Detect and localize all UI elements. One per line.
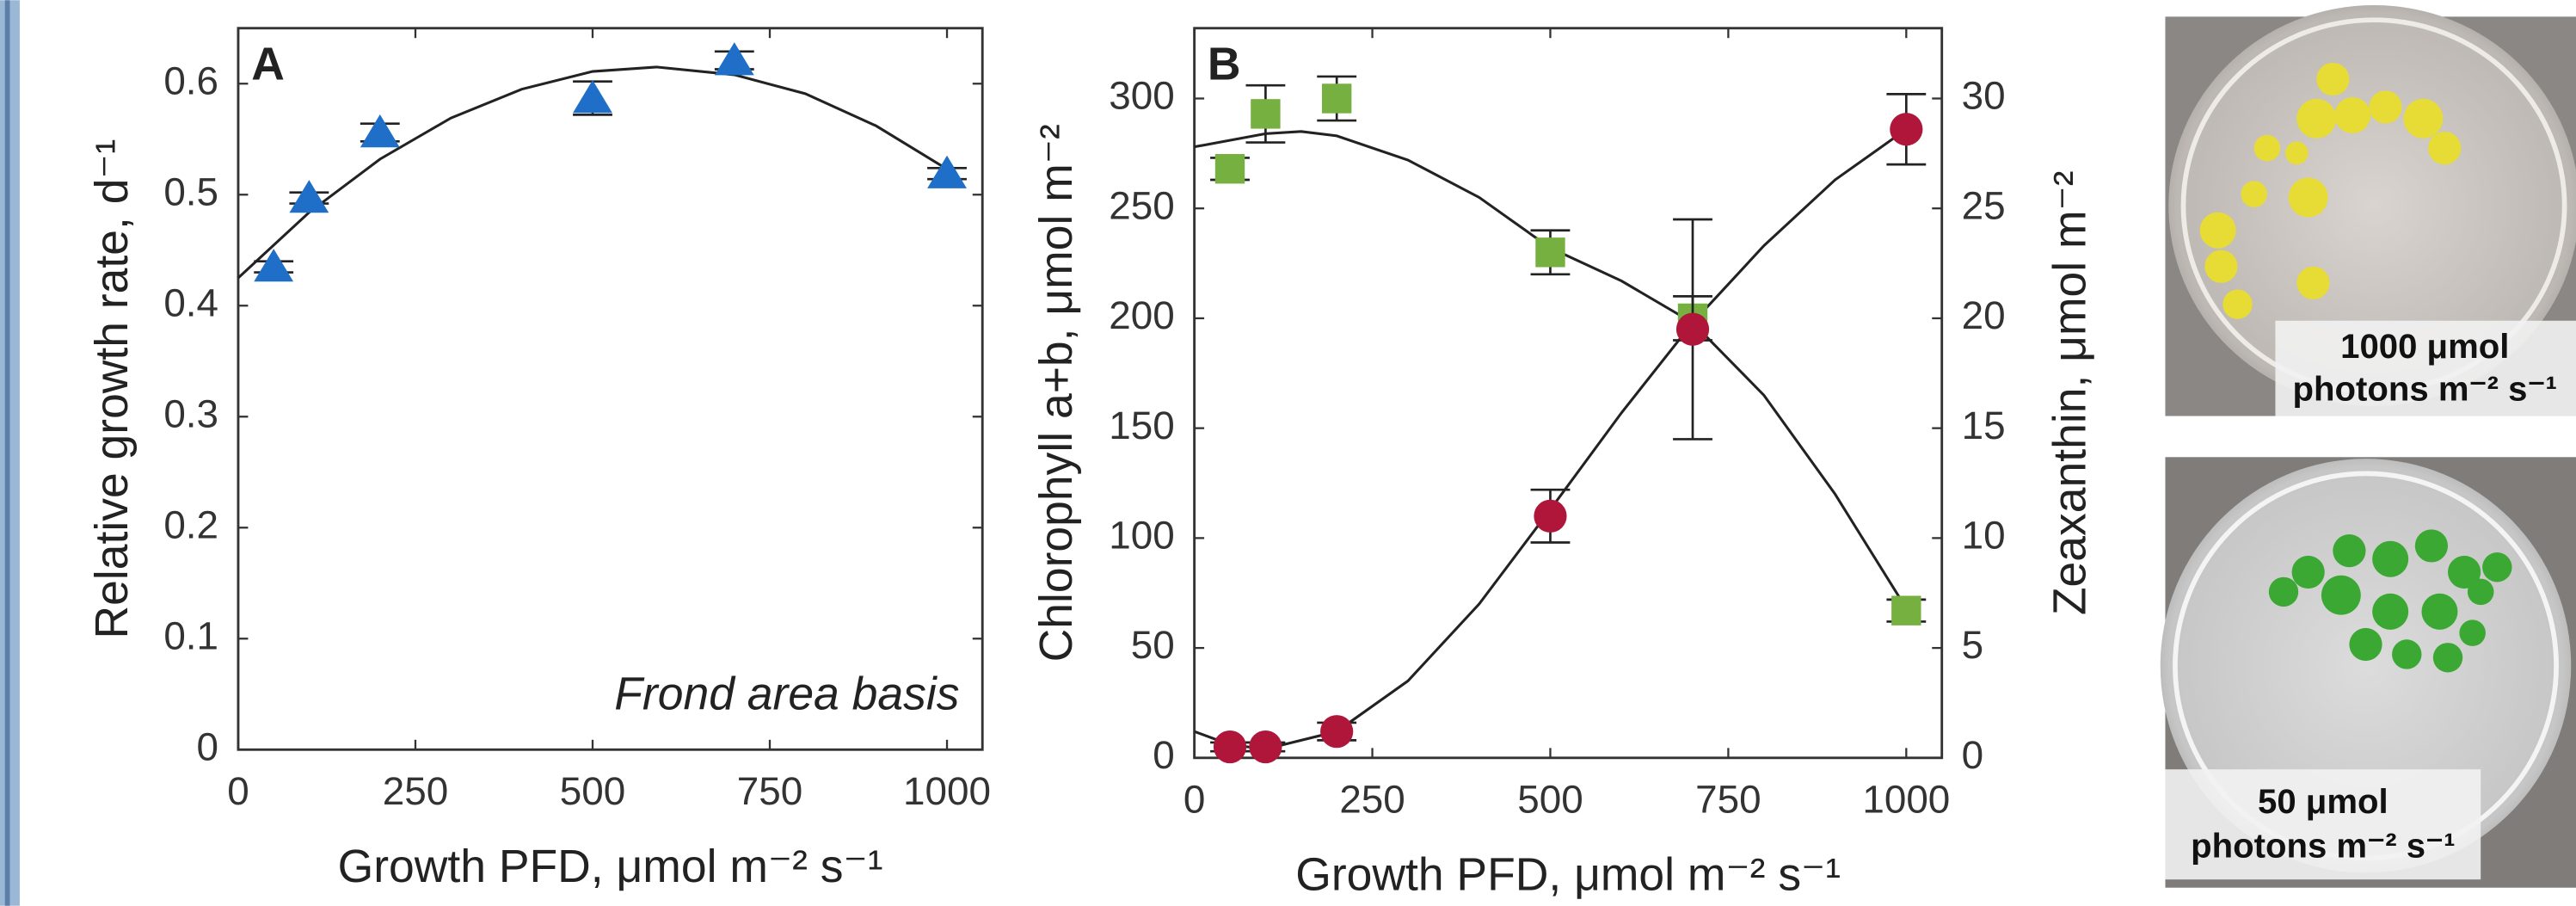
fit-curve	[237, 65, 948, 280]
y-axis-label: Relative growth rate, d⁻¹	[87, 139, 138, 639]
marker	[1249, 730, 1282, 764]
marker	[1535, 237, 1565, 268]
marker	[1320, 715, 1354, 749]
marker	[289, 180, 329, 213]
photo-label: 1000 μmol	[2340, 328, 2509, 366]
y-tick-label: 150	[1109, 404, 1174, 447]
x-tick-label: 500	[560, 769, 625, 813]
photo-label: 50 μmol	[2258, 783, 2388, 821]
y-tick-label: 0	[1153, 733, 1175, 777]
marker	[1534, 499, 1567, 533]
marker	[254, 249, 294, 282]
y-tick-label: 0.4	[163, 280, 218, 324]
marker	[1251, 99, 1281, 129]
y2-tick-label: 25	[1962, 183, 2006, 227]
marker	[714, 42, 754, 76]
panel-label: A	[251, 40, 285, 90]
y-tick-label: 0.2	[163, 502, 218, 546]
photo-label-box	[2165, 769, 2481, 880]
photo-label-box	[2275, 320, 2576, 416]
y-tick-label: 0	[197, 724, 219, 768]
y2-tick-label: 20	[1962, 293, 2006, 337]
x-tick-label: 250	[383, 769, 448, 813]
y2-tick-label: 5	[1962, 623, 1984, 667]
y2-tick-label: 15	[1962, 404, 2006, 447]
fit-curve	[1194, 130, 1908, 609]
marker	[1675, 312, 1710, 346]
x-tick-label: 250	[1339, 778, 1405, 822]
x-tick-label: 1000	[903, 769, 991, 813]
marker	[927, 155, 967, 188]
x-tick-label: 0	[1183, 778, 1206, 822]
x-tick-label: 750	[1695, 778, 1761, 822]
x-tick-label: 0	[227, 769, 249, 813]
photo-label: photons m⁻² s⁻¹	[2293, 370, 2557, 408]
y-tick-label: 50	[1131, 623, 1175, 667]
plot-frame	[237, 27, 984, 751]
marker	[1890, 113, 1923, 146]
x-axis-label: Growth PFD, μmol m⁻² s⁻¹	[1295, 849, 1841, 900]
x-axis-label: Growth PFD, μmol m⁻² s⁻¹	[338, 841, 883, 892]
x-tick-label: 750	[737, 769, 802, 813]
x-tick-label: 500	[1517, 778, 1583, 822]
y-tick-label: 0.1	[163, 613, 218, 657]
y2-tick-label: 10	[1962, 513, 2006, 557]
y-tick-label: 250	[1109, 183, 1174, 227]
y2-tick-label: 0	[1962, 733, 1984, 777]
marker	[573, 80, 612, 114]
y-tick-label: 0.3	[163, 391, 218, 435]
marker	[360, 114, 400, 148]
photo-label: photons m⁻² s⁻¹	[2191, 827, 2455, 865]
plot-frame	[1193, 27, 1944, 760]
y-tick-label: 200	[1109, 293, 1174, 337]
panel-label: B	[1208, 40, 1241, 90]
y-tick-label: 0.5	[163, 169, 218, 213]
y-tick-label: 100	[1109, 513, 1174, 557]
marker	[1214, 154, 1245, 184]
y-tick-label: 300	[1109, 74, 1174, 118]
marker	[1891, 595, 1921, 626]
marker	[1213, 730, 1247, 764]
y2-tick-label: 30	[1962, 74, 2006, 118]
annotation: Frond area basis	[614, 669, 959, 719]
window-frame-edge	[4, 0, 10, 906]
x-tick-label: 1000	[1862, 778, 1950, 822]
y2-axis-label: Zeaxanthin, μmol m⁻²	[2045, 170, 2096, 615]
marker	[1321, 83, 1352, 114]
y-tick-label: 0.6	[163, 59, 218, 102]
y-axis-label: Chlorophyll a+b, μmol m⁻²	[1031, 124, 1082, 662]
